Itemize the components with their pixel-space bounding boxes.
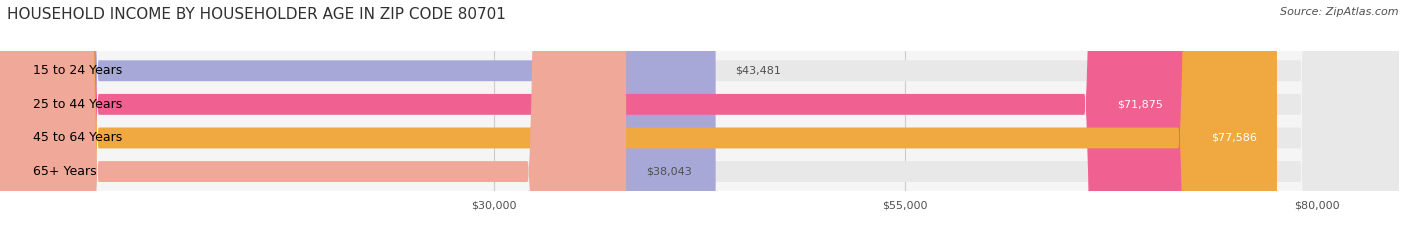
Text: Source: ZipAtlas.com: Source: ZipAtlas.com — [1281, 7, 1399, 17]
Text: 25 to 44 Years: 25 to 44 Years — [32, 98, 122, 111]
FancyBboxPatch shape — [0, 0, 1277, 233]
FancyBboxPatch shape — [0, 0, 716, 233]
Text: 45 to 64 Years: 45 to 64 Years — [32, 131, 122, 144]
Text: 15 to 24 Years: 15 to 24 Years — [32, 64, 122, 77]
FancyBboxPatch shape — [0, 0, 626, 233]
Text: 65+ Years: 65+ Years — [32, 165, 97, 178]
Text: HOUSEHOLD INCOME BY HOUSEHOLDER AGE IN ZIP CODE 80701: HOUSEHOLD INCOME BY HOUSEHOLDER AGE IN Z… — [7, 7, 506, 22]
FancyBboxPatch shape — [0, 0, 1182, 233]
Text: $38,043: $38,043 — [645, 167, 692, 177]
Text: $77,586: $77,586 — [1212, 133, 1257, 143]
Text: $71,875: $71,875 — [1118, 99, 1163, 109]
Text: $43,481: $43,481 — [735, 66, 782, 76]
